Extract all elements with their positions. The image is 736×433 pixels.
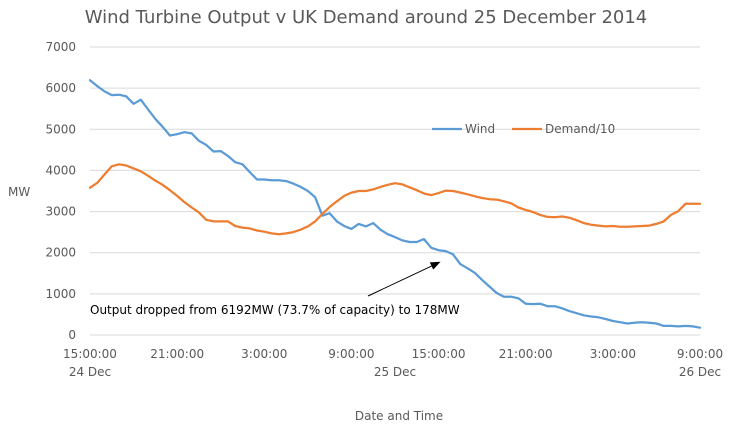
x-tick-label: 3:00:00 [590,347,636,361]
x-tick-label: 3:00:00 [241,347,287,361]
y-tick-label: 2000 [45,246,76,260]
x-tick-label: 9:00:00 [328,347,374,361]
y-tick-label: 4000 [45,163,76,177]
x-tick-label: 15:00:00 [63,347,117,361]
legend-label: Demand/10 [545,122,615,136]
x-axis-label: Date and Time [355,409,443,423]
date-label: 25 Dec [374,365,416,379]
annotation-text: Output dropped from 6192MW (73.7% of cap… [90,303,460,317]
y-tick-label: 6000 [45,81,76,95]
legend: Wind Demand/10 [432,122,615,136]
y-axis-ticks: 0 1000 2000 3000 4000 5000 6000 7000 [45,40,76,342]
gridlines [90,46,700,295]
x-tick-label: 21:00:00 [150,347,204,361]
x-tick-label: 9:00:00 [677,347,723,361]
x-tick-label: 15:00:00 [412,347,466,361]
y-tick-label: 5000 [45,122,76,136]
annotation-arrowhead [429,261,441,270]
y-tick-label: 7000 [45,40,76,54]
series-line-demand [88,163,702,236]
annotation: Output dropped from 6192MW (73.7% of cap… [90,261,460,317]
y-axis-label: MW [8,185,30,199]
legend-label: Wind [465,122,495,136]
date-label: 24 Dec [69,365,111,379]
date-label: 26 Dec [679,365,721,379]
x-axis-ticks: 15:00:00 21:00:00 3:00:00 9:00:00 15:00:00 21… [63,347,723,361]
chart-title: Wind Turbine Output v UK Demand around 2… [85,7,648,28]
date-labels: 24 Dec 25 Dec 26 Dec [69,365,721,379]
x-tick-label: 21:00:00 [499,347,553,361]
annotation-arrow [367,265,432,297]
series-lines [88,79,702,329]
series-line-wind [88,79,702,329]
y-tick-label: 3000 [45,205,76,219]
y-tick-label: 1000 [45,287,76,301]
y-tick-label: 0 [68,328,76,342]
